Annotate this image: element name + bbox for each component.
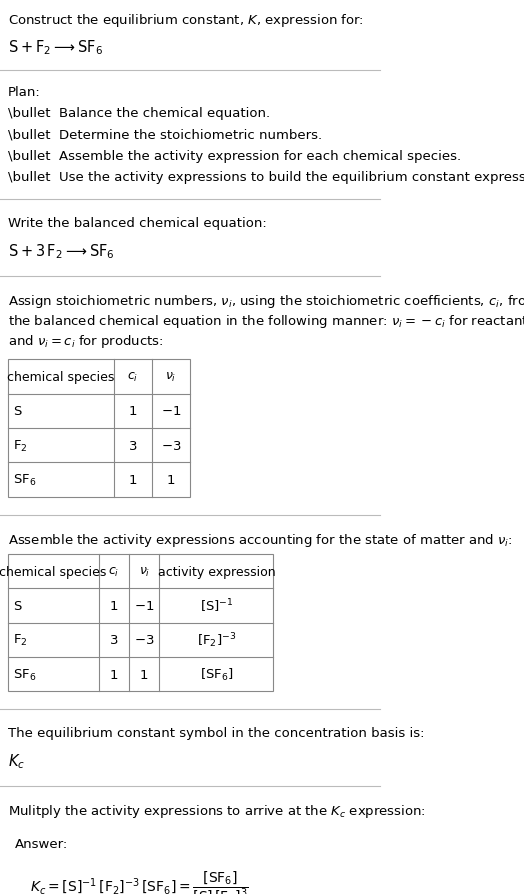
Text: $K_c = [\mathrm{S}]^{-1}\,[\mathrm{F_2}]^{-3}\,[\mathrm{SF_6}] = \dfrac{[\mathrm: $K_c = [\mathrm{S}]^{-1}\,[\mathrm{F_2}]…: [30, 868, 249, 894]
Text: 1: 1: [167, 474, 175, 486]
Text: \bullet  Assemble the activity expression for each chemical species.: \bullet Assemble the activity expression…: [7, 149, 461, 163]
Text: $\mathrm{S + 3\,F_2 \longrightarrow SF_6}$: $\mathrm{S + 3\,F_2 \longrightarrow SF_6…: [7, 242, 114, 261]
Text: Plan:: Plan:: [7, 86, 40, 98]
Text: \bullet  Use the activity expressions to build the equilibrium constant expressi: \bullet Use the activity expressions to …: [7, 171, 524, 183]
Text: $\mathrm{SF_6}$: $\mathrm{SF_6}$: [13, 667, 37, 682]
Text: $[\mathrm{SF_6}]$: $[\mathrm{SF_6}]$: [200, 666, 233, 682]
Text: $-3$: $-3$: [161, 439, 181, 452]
Text: Assign stoichiometric numbers, $\nu_i$, using the stoichiometric coefficients, $: Assign stoichiometric numbers, $\nu_i$, …: [7, 293, 524, 310]
Text: \bullet  Balance the chemical equation.: \bullet Balance the chemical equation.: [7, 107, 270, 120]
Text: 1: 1: [129, 405, 137, 417]
Text: 3: 3: [129, 439, 137, 452]
Text: $-3$: $-3$: [134, 634, 155, 646]
Text: chemical species: chemical species: [7, 371, 114, 384]
Text: $c_i$: $c_i$: [127, 371, 138, 384]
Text: $K_c$: $K_c$: [7, 752, 25, 771]
Text: $\nu_i$: $\nu_i$: [139, 565, 150, 578]
Text: $-1$: $-1$: [161, 405, 181, 417]
Text: $\mathrm{SF_6}$: $\mathrm{SF_6}$: [13, 472, 37, 487]
Text: Write the balanced chemical equation:: Write the balanced chemical equation:: [7, 216, 266, 230]
Text: S: S: [13, 599, 21, 612]
Text: \bullet  Determine the stoichiometric numbers.: \bullet Determine the stoichiometric num…: [7, 128, 322, 141]
Text: Construct the equilibrium constant, $K$, expression for:: Construct the equilibrium constant, $K$,…: [7, 13, 364, 30]
Text: activity expression: activity expression: [158, 565, 275, 578]
Text: Assemble the activity expressions accounting for the state of matter and $\nu_i$: Assemble the activity expressions accoun…: [7, 531, 512, 548]
Text: 1: 1: [110, 668, 118, 681]
Text: chemical species: chemical species: [0, 565, 107, 578]
Text: $\mathrm{F_2}$: $\mathrm{F_2}$: [13, 438, 28, 453]
Text: Mulitply the activity expressions to arrive at the $K_c$ expression:: Mulitply the activity expressions to arr…: [7, 803, 425, 820]
FancyBboxPatch shape: [5, 821, 208, 894]
Text: 1: 1: [140, 668, 148, 681]
Text: S: S: [13, 405, 21, 417]
Text: the balanced chemical equation in the following manner: $\nu_i = -c_i$ for react: the balanced chemical equation in the fo…: [7, 313, 524, 330]
Text: $c_i$: $c_i$: [108, 565, 119, 578]
Text: Answer:: Answer:: [15, 837, 69, 849]
Text: $[\mathrm{S}]^{-1}$: $[\mathrm{S}]^{-1}$: [200, 597, 233, 614]
Text: and $\nu_i = c_i$ for products:: and $\nu_i = c_i$ for products:: [7, 333, 163, 350]
Text: The equilibrium constant symbol in the concentration basis is:: The equilibrium constant symbol in the c…: [7, 726, 424, 738]
Text: 3: 3: [110, 634, 118, 646]
Bar: [7, 360, 190, 497]
Text: $\mathrm{F_2}$: $\mathrm{F_2}$: [13, 632, 28, 647]
Text: $\mathrm{S + F_2 \longrightarrow SF_6}$: $\mathrm{S + F_2 \longrightarrow SF_6}$: [7, 38, 103, 57]
Text: $-1$: $-1$: [134, 599, 155, 612]
Text: $\nu_i$: $\nu_i$: [165, 371, 177, 384]
Text: 1: 1: [129, 474, 137, 486]
Bar: [7, 554, 274, 691]
Text: 1: 1: [110, 599, 118, 612]
Text: $[\mathrm{F_2}]^{-3}$: $[\mathrm{F_2}]^{-3}$: [197, 630, 236, 649]
